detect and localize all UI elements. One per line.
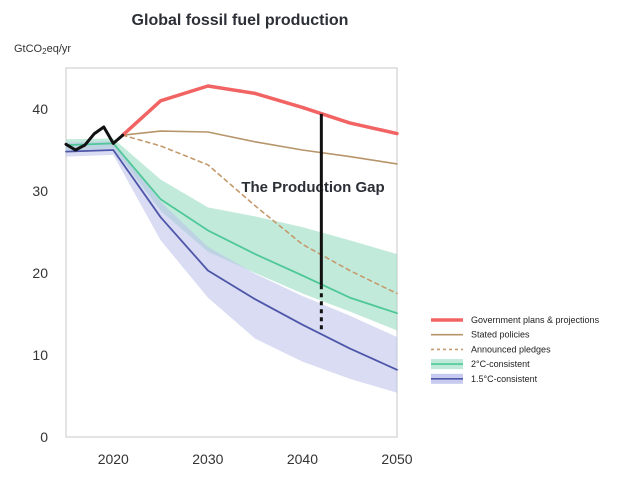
legend-label-2c-consistent: 2°C-consistent (471, 359, 530, 369)
y-axis-unit: GtCO2eq/yr (14, 43, 71, 56)
y-axis-unit-tail: eq/yr (47, 43, 72, 55)
y-tick-label: 10 (32, 347, 48, 363)
chart-title: Global fossil fuel production (132, 12, 349, 29)
production-gap-label: The Production Gap (241, 179, 384, 196)
x-tick-label: 2030 (192, 451, 223, 467)
y-tick-label: 40 (32, 101, 48, 117)
series-line-government-plans-and-projections (120, 84, 399, 137)
x-tick-label: 2020 (98, 451, 129, 467)
legend-label-1-5c-consistent: 1.5°C-consistent (471, 374, 538, 384)
legend-label-government-plans-and-projections: Government plans & projections (471, 315, 600, 325)
series-line-announced-pledges (121, 134, 398, 295)
lines-layer (64, 84, 399, 371)
y-tick-label: 0 (40, 429, 48, 445)
historical-production-line (64, 125, 125, 152)
series-line-2c-consistent (65, 142, 398, 315)
x-tick-label: 2050 (381, 451, 412, 467)
annotation-layer: The Production Gap (241, 113, 385, 333)
y-axis-unit-sub: 2 (42, 47, 47, 56)
x-tick-label: 2040 (287, 451, 318, 467)
bands-layer (66, 138, 397, 393)
legend-label-announced-pledges: Announced pledges (471, 344, 551, 354)
y-tick-label: 30 (32, 183, 48, 199)
plot-frame (65, 67, 398, 438)
y-tick-label: 20 (32, 265, 48, 281)
legend-label-stated-policies: Stated policies (471, 330, 530, 340)
y-axis-unit-main: GtCO (14, 43, 43, 55)
series-line-stated-policies (121, 130, 398, 165)
legend: Government plans & projections Stated pol… (431, 315, 600, 384)
series-line-1-5c-consistent (65, 149, 398, 371)
